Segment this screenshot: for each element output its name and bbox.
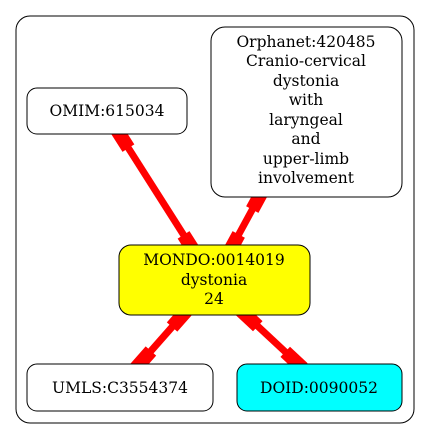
node-omim[interactable]: OMIM:615034 xyxy=(26,87,188,135)
node-umls[interactable]: UMLS:C3554374 xyxy=(26,363,214,412)
node-umls-label: UMLS:C3554374 xyxy=(52,379,188,397)
node-doid[interactable]: DOID:0090052 xyxy=(236,363,403,412)
node-orphanet-label-line: upper-limb xyxy=(263,150,349,168)
node-mondo-label-line: 24 xyxy=(204,290,224,308)
edge-omim-to-mondo xyxy=(109,124,203,259)
node-orphanet-label-line: and xyxy=(291,130,320,148)
node-orphanet-label-line: Orphanet:420485 xyxy=(236,33,375,51)
node-omim-box xyxy=(26,87,188,135)
cluster-boundary xyxy=(15,15,415,424)
node-orphanet-box xyxy=(210,26,403,198)
node-mondo-box xyxy=(118,244,311,316)
node-orphanet-label-line: involvement xyxy=(258,169,355,187)
node-mondo-label-line: dystonia xyxy=(181,271,247,289)
node-umls-box xyxy=(26,363,214,412)
node-orphanet[interactable]: Orphanet:420485 Cranio-cervical dystonia… xyxy=(210,26,403,198)
node-omim-label: OMIM:615034 xyxy=(50,102,165,120)
node-mondo-label-line: MONDO:0014019 xyxy=(143,251,285,269)
node-orphanet-label-line: laryngeal xyxy=(269,111,343,129)
node-orphanet-label-line: with xyxy=(289,91,323,109)
node-doid-label: DOID:0090052 xyxy=(260,379,378,397)
node-orphanet-label-line: Cranio-cervical xyxy=(246,52,366,70)
edge-line xyxy=(119,136,193,247)
node-orphanet-label-line: dystonia xyxy=(273,72,339,90)
node-mondo[interactable]: MONDO:0014019 dystonia 24 xyxy=(118,244,311,316)
node-doid-box xyxy=(236,363,403,412)
